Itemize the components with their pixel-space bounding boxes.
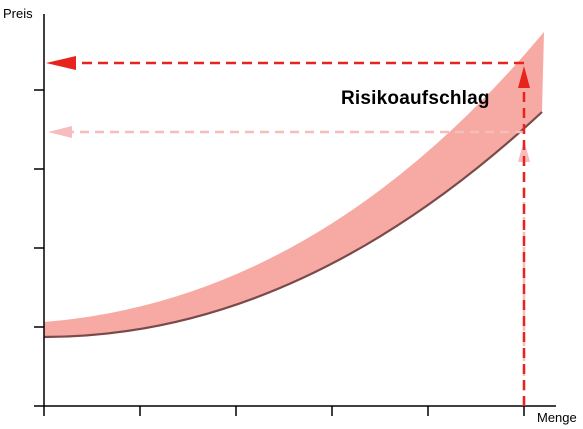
risk-price-up-arrowhead xyxy=(518,66,530,88)
x-axis-label: Menge xyxy=(537,410,577,425)
base-price-curve xyxy=(43,111,543,339)
y-axis-label: Preis xyxy=(3,6,33,21)
risk-price-left-arrowhead xyxy=(46,56,76,70)
base-price-left-arrowhead xyxy=(48,126,72,138)
x-axis-ticks xyxy=(43,406,525,416)
y-axis-ticks xyxy=(34,89,44,407)
risk-premium-label: Risikoaufschlag xyxy=(341,88,490,109)
risk-premium-band xyxy=(44,32,544,337)
base-price-up-arrowhead xyxy=(518,140,530,162)
